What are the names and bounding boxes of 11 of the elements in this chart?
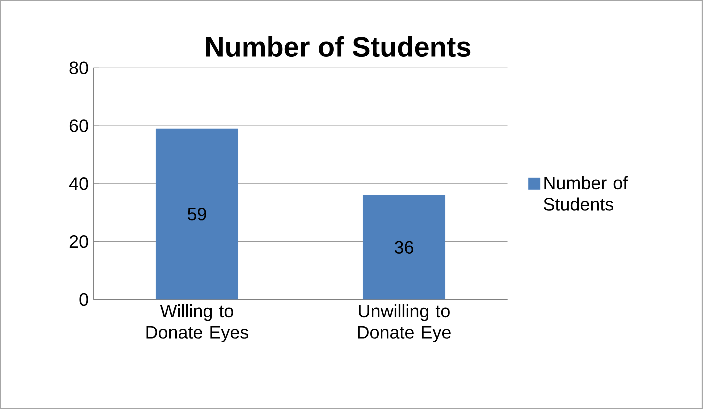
x-tick-label: Unwilling to Donate Eye bbox=[358, 304, 451, 342]
legend-label: Number of Students bbox=[544, 176, 628, 211]
chart-title: Number of Students bbox=[206, 36, 471, 57]
y-tick-label: 60 bbox=[70, 119, 88, 132]
y-tick-label: 80 bbox=[70, 62, 88, 74]
y-tick-label: 0 bbox=[80, 293, 88, 306]
x-tick-label: Willing to Donate Eyes bbox=[146, 304, 249, 342]
y-tick-label: 40 bbox=[69, 177, 88, 190]
data-label: 59 bbox=[188, 208, 206, 220]
y-tick-label: 20 bbox=[70, 235, 88, 248]
data-label: 36 bbox=[394, 241, 414, 254]
